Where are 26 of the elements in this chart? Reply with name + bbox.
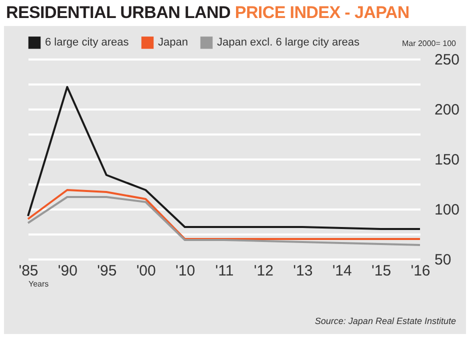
text: Mar 2000= 100 xyxy=(402,39,456,48)
y-tick-label: 200 xyxy=(434,102,460,118)
x-tick-label: '95 xyxy=(97,262,117,280)
line-series xyxy=(27,189,421,240)
line-series xyxy=(27,86,421,230)
y-tick-label: 50 xyxy=(434,252,452,268)
x-tick-label: '15 xyxy=(372,262,392,280)
chart-title: RESIDENTIAL URBAN LAND PRICE INDEX - JAPAN xyxy=(6,3,410,22)
x-tick-label: '12 xyxy=(254,262,274,280)
x-tick-label: '13 xyxy=(293,262,313,280)
legend-label: Japan excl. 6 large city areas xyxy=(217,36,360,49)
legend-label: Japan xyxy=(158,36,188,49)
x-tick-label: '10 xyxy=(176,262,196,280)
line-series xyxy=(27,196,421,246)
x-axis-title: Years xyxy=(28,280,49,288)
source-note: Source: Japan Real Estate Institute xyxy=(314,316,456,326)
y-tick-label: 150 xyxy=(434,152,460,168)
x-tick-label: '14 xyxy=(332,262,352,280)
legend-label: 6 large city areas xyxy=(45,36,130,49)
x-tick-label: '11 xyxy=(215,262,234,280)
x-tick-label: '16 xyxy=(410,262,430,280)
y-tick-label: 100 xyxy=(434,202,460,218)
x-tick-label: '85 xyxy=(18,262,38,280)
y-tick-label: 250 xyxy=(434,52,460,68)
x-tick-label: '00 xyxy=(136,262,156,280)
x-tick-label: '90 xyxy=(58,262,78,280)
